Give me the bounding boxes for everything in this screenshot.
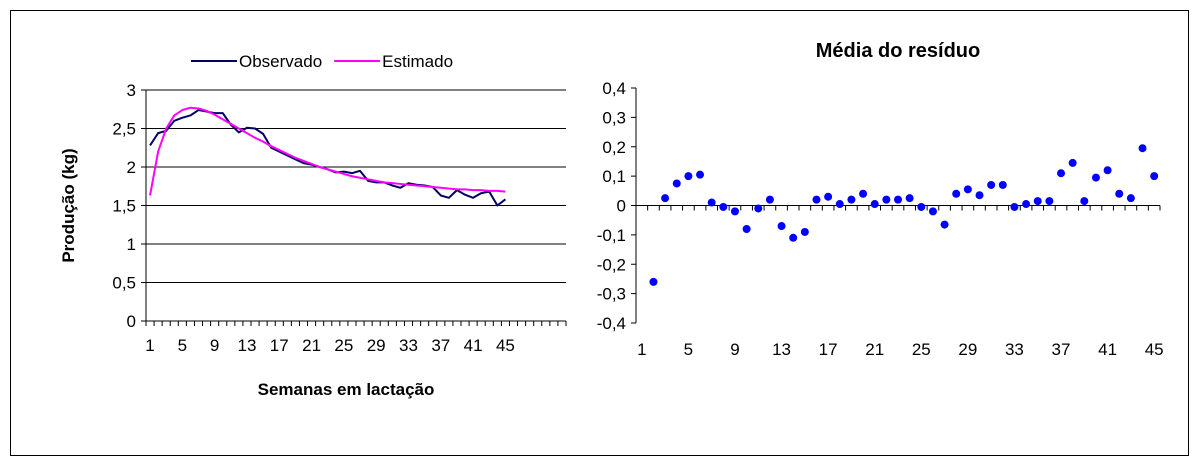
data-point: [800, 227, 809, 236]
x-tick-label: 17: [819, 340, 838, 359]
data-point: [719, 202, 728, 211]
y-tick-label: 2,5: [112, 120, 136, 139]
y-tick-label: 0: [617, 197, 626, 216]
y-tick-label: -0,1: [597, 226, 626, 245]
data-point: [940, 220, 949, 229]
data-point: [1126, 194, 1135, 203]
data-point: [1115, 189, 1124, 198]
x-tick-label: 41: [1098, 340, 1117, 359]
data-point: [812, 195, 821, 204]
x-tick-label: 13: [772, 340, 791, 359]
data-point: [696, 170, 705, 179]
x-tick-label: 25: [334, 336, 353, 355]
x-tick-label: 1: [145, 336, 154, 355]
data-point: [1022, 200, 1031, 209]
y-tick-label: 0,2: [602, 138, 626, 157]
y-tick-label: 1,5: [112, 197, 136, 216]
x-tick-label: 33: [399, 336, 418, 355]
data-point: [1045, 197, 1054, 206]
x-tick-label: 29: [367, 336, 386, 355]
data-point: [742, 225, 751, 233]
data-point: [1150, 172, 1159, 181]
data-point: [1010, 202, 1019, 211]
data-point: [789, 233, 798, 242]
y-tick-label: -0,3: [597, 285, 626, 304]
data-point: [870, 200, 879, 209]
y-tick-label: 0,4: [602, 79, 626, 98]
data-point: [1091, 173, 1100, 182]
x-tick-label: 45: [1145, 340, 1164, 359]
x-tick-label: 25: [912, 340, 931, 359]
data-point: [765, 195, 774, 204]
y-tick-label: 0: [127, 312, 136, 331]
data-point: [835, 200, 844, 209]
data-point: [859, 189, 868, 198]
x-tick-label: 21: [865, 340, 884, 359]
x-tick-label: 1: [637, 340, 646, 359]
x-tick-label: 21: [302, 336, 321, 355]
data-point: [917, 202, 926, 211]
data-point: [1068, 158, 1077, 167]
data-point: [905, 194, 914, 203]
data-point: [987, 180, 996, 189]
legend-label: Observado: [239, 52, 322, 71]
data-point: [952, 189, 961, 198]
data-point: [975, 191, 984, 200]
x-tick-label: 13: [238, 336, 257, 355]
data-point: [1138, 144, 1147, 153]
x-tick-label: 41: [464, 336, 483, 355]
y-tick-label: 0,1: [602, 167, 626, 186]
y-tick-label: 2: [127, 158, 136, 177]
data-point: [1080, 197, 1089, 206]
data-point: [707, 198, 716, 207]
data-point: [894, 195, 902, 204]
data-point: [777, 222, 786, 231]
x-tick-label: 29: [958, 340, 977, 359]
x-tick-label: 17: [270, 336, 289, 355]
x-tick-label: 9: [210, 336, 219, 355]
data-point: [1103, 166, 1112, 175]
legend-label: Estimado: [382, 52, 453, 71]
data-point: [998, 180, 1007, 189]
x-tick-label: 5: [178, 336, 187, 355]
x-tick-label: 37: [431, 336, 450, 355]
data-point: [649, 277, 658, 286]
data-point: [730, 207, 739, 216]
data-point: [847, 195, 856, 204]
data-point: [824, 192, 833, 201]
data-point: [1033, 197, 1042, 206]
data-point: [882, 195, 891, 204]
chart-title: Média do resíduo: [816, 40, 980, 62]
y-tick-label: 1: [127, 235, 136, 254]
y-tick-label: 3: [127, 81, 136, 100]
data-point: [928, 207, 937, 216]
data-point: [684, 172, 693, 181]
y-tick-label: 0,5: [112, 274, 136, 293]
data-point: [1057, 169, 1066, 178]
x-tick-label: 37: [1052, 340, 1071, 359]
x-tick-label: 5: [684, 340, 693, 359]
production-line-chart: 0 0,5 1 1,5 2 2,5 3 1 5 9 13 17 21 25 29 33 37 41 45 Semana…: [59, 52, 567, 399]
data-point: [661, 194, 670, 203]
chart-frame: 0 0,5 1 1,5 2 2,5 3 1 5 9 13 17 21 25 29 33 37 41 45 Semana…: [10, 10, 1189, 456]
data-point: [963, 185, 972, 194]
x-axis-label: Semanas em lactação: [258, 380, 435, 399]
x-tick-label: 33: [1005, 340, 1024, 359]
residual-scatter-chart: Média do resíduo -0,4 -0,3 -0,2 -0,1 0 0,1 0,2 0…: [597, 40, 1164, 359]
x-tick-label: 45: [496, 336, 515, 355]
x-tick-label: 9: [730, 340, 739, 359]
data-point: [754, 204, 763, 213]
series-line-estimado: [149, 106, 506, 196]
y-tick-label: -0,4: [597, 314, 626, 333]
y-tick-label: 0,3: [602, 108, 626, 127]
data-point: [672, 179, 681, 188]
y-tick-label: -0,2: [597, 255, 626, 274]
y-axis-label: Produção (kg): [59, 148, 78, 262]
